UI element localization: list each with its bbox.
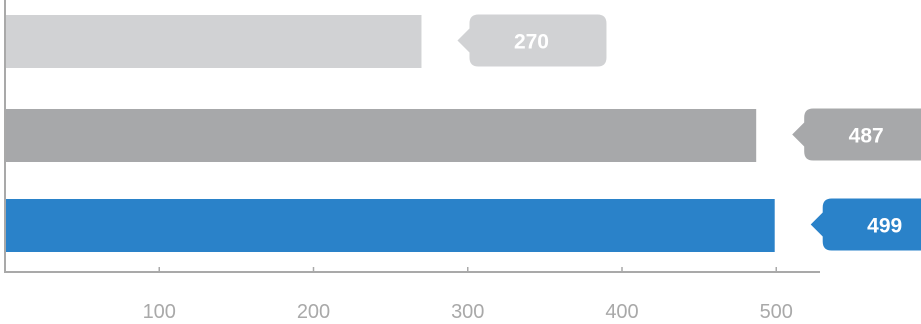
data-labels-layer: 270 487 499 <box>457 14 921 251</box>
data-label: 487 <box>849 125 884 148</box>
x-tick-label: 400 <box>605 301 638 323</box>
x-axis-ticks: 100 200 300 400 500 <box>143 267 793 323</box>
bar <box>5 109 757 162</box>
bar <box>5 199 775 252</box>
data-label: 499 <box>867 215 902 238</box>
data-label: 270 <box>514 31 549 54</box>
x-tick-label: 300 <box>451 301 484 323</box>
x-tick-label: 100 <box>143 301 176 323</box>
x-tick-label: 500 <box>760 301 793 323</box>
value-callout <box>457 14 607 67</box>
bar <box>5 15 422 68</box>
value-callout <box>810 198 921 251</box>
x-tick-label: 200 <box>297 301 330 323</box>
value-callout <box>792 108 921 161</box>
bars-layer <box>5 15 775 252</box>
